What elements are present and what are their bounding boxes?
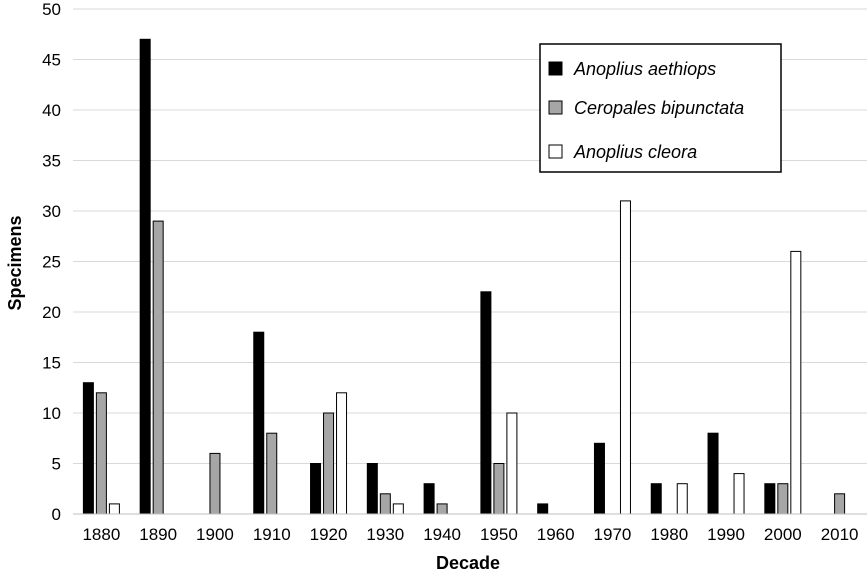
axes: 0 5 10 15 20 25 30 35 40 45 50 1880 1890 1900 1910 1920… [42, 0, 867, 544]
bar-ceropales-bipunctata-1880 [95, 392, 107, 515]
legend: Anoplius aethiops Ceropales bipunctata A… [539, 43, 782, 173]
bar-ceropales-bipunctata-1910 [266, 432, 278, 515]
bar-anoplius-aethiops-1880 [82, 382, 94, 515]
legend-label-ceropales-bipunctata: Ceropales bipunctata [574, 98, 744, 118]
bar-anoplius-aethiops-1940 [423, 483, 435, 515]
legend-swatch-anoplius-aethiops [548, 61, 563, 76]
bar-anoplius-aethiops-1990 [707, 432, 719, 515]
bars [82, 38, 846, 515]
bar-anoplius-aethiops-1920 [310, 463, 322, 515]
x-tick-label: 1950 [480, 525, 518, 544]
legend-label-anoplius-cleora: Anoplius cleora [573, 142, 697, 162]
bar-ceropales-bipunctata-1900 [209, 452, 221, 515]
bar-anoplius-cleora-1930 [392, 503, 404, 515]
x-tick-label: 1910 [253, 525, 291, 544]
x-tick-label: 1890 [139, 525, 177, 544]
bar-anoplius-cleora-1950 [506, 412, 518, 515]
bar-anoplius-cleora-1970 [619, 200, 631, 515]
x-tick-label: 1900 [196, 525, 234, 544]
bar-anoplius-aethiops-1980 [650, 483, 662, 515]
y-tick-label: 5 [52, 455, 61, 474]
x-tick-label: 1980 [650, 525, 688, 544]
legend-label-anoplius-aethiops: Anoplius aethiops [573, 59, 716, 79]
y-tick-label: 30 [42, 202, 61, 221]
legend-frame [539, 43, 782, 173]
x-tick-label: 1880 [82, 525, 120, 544]
x-tick-label: 1930 [366, 525, 404, 544]
bar-ceropales-bipunctata-1890 [152, 220, 164, 515]
legend-swatch-anoplius-cleora [548, 144, 563, 159]
x-tick-label: 1970 [594, 525, 632, 544]
bar-anoplius-cleora-1880 [108, 503, 120, 515]
x-tick-label: 1960 [537, 525, 575, 544]
bar-anoplius-cleora-1920 [336, 392, 348, 515]
bar-anoplius-aethiops-1970 [593, 442, 605, 515]
bar-ceropales-bipunctata-2010 [834, 493, 846, 515]
bar-ceropales-bipunctata-1930 [379, 493, 391, 515]
x-tick-label: 1920 [310, 525, 348, 544]
y-tick-label: 20 [42, 303, 61, 322]
bar-ceropales-bipunctata-1950 [493, 463, 505, 515]
gridlines [73, 8, 867, 464]
bar-ceropales-bipunctata-1940 [436, 503, 448, 515]
y-tick-label: 0 [52, 505, 61, 524]
bar-anoplius-aethiops-1950 [480, 291, 492, 515]
x-tick-label: 2000 [764, 525, 802, 544]
y-tick-label: 40 [42, 101, 61, 120]
x-tick-label: 1940 [423, 525, 461, 544]
y-tick-label: 15 [42, 354, 61, 373]
bar-ceropales-bipunctata-1920 [323, 412, 335, 515]
legend-swatch-ceropales-bipunctata [548, 100, 563, 115]
bar-anoplius-aethiops-1910 [253, 331, 265, 515]
y-tick-label: 10 [42, 404, 61, 423]
y-tick-label: 50 [42, 0, 61, 19]
x-tick-label: 2010 [821, 525, 859, 544]
bar-anoplius-aethiops-1930 [366, 463, 378, 515]
y-axis-title: Specimens [5, 215, 25, 310]
bar-anoplius-cleora-1980 [676, 483, 688, 515]
bar-anoplius-aethiops-1890 [139, 38, 151, 515]
x-tick-label: 1990 [707, 525, 745, 544]
bar-anoplius-cleora-2000 [790, 250, 802, 515]
x-axis-title: Decade [436, 553, 500, 573]
y-tick-label: 45 [42, 51, 61, 70]
bar-anoplius-aethiops-2000 [764, 483, 776, 515]
y-tick-label: 35 [42, 152, 61, 171]
bar-anoplius-aethiops-1960 [537, 503, 549, 515]
y-tick-label: 25 [42, 253, 61, 272]
bar-anoplius-cleora-1990 [733, 473, 745, 515]
bar-ceropales-bipunctata-2000 [777, 483, 789, 515]
